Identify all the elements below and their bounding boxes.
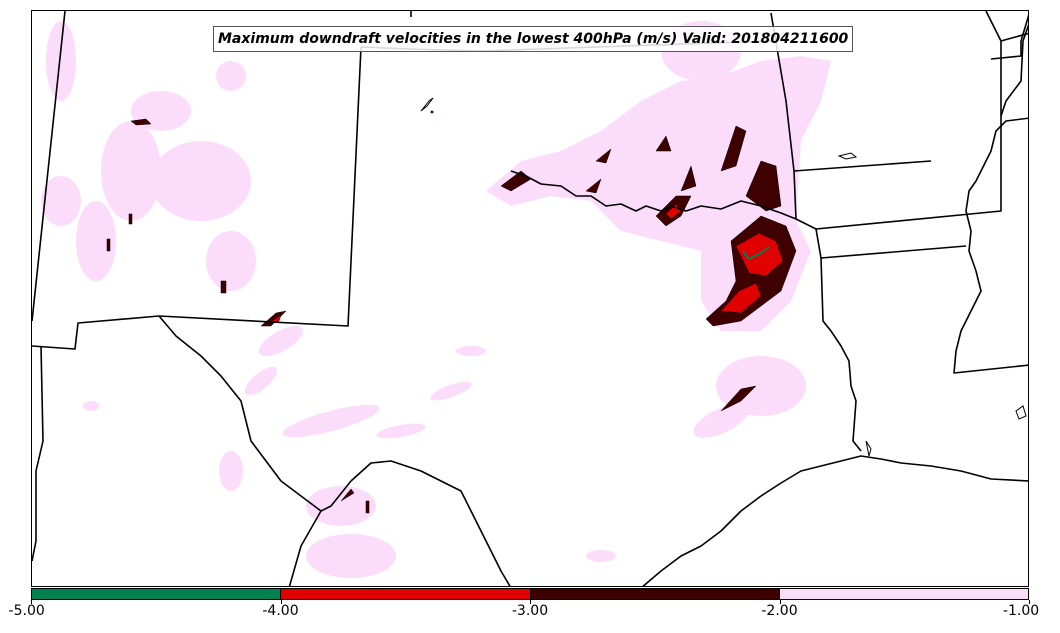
map-title: Maximum downdraft velocities in the lowe… [213,26,854,52]
map-svg [32,11,1028,586]
colorbar-segment [529,589,779,599]
downdraft-field-green [742,246,770,261]
colorbar-segment [280,589,530,599]
colorbar-segment [32,589,281,599]
colorbar-tick-label: -3.00 [511,603,549,619]
colorbar-tick [779,600,781,604]
map-panel: Maximum downdraft velocities in the lowe… [31,10,1029,587]
colorbar-tick [31,600,32,604]
downdraft-field-light [41,21,831,578]
lake-outlines [420,97,1027,457]
colorbar-tick [280,600,282,604]
colorbar-tick [1029,600,1030,604]
colorbar-tick-label: -2.00 [761,603,798,619]
colorbar-segment [778,589,1028,599]
colorbar-tick [530,600,531,604]
colorbar-tick-label: -4.00 [262,603,299,619]
colorbar [31,588,1029,600]
colorbar-tick-label: -1.00 [1002,603,1040,619]
downdraft-field-dark [106,110,797,514]
colorbar-tick-label: -5.00 [8,603,45,619]
